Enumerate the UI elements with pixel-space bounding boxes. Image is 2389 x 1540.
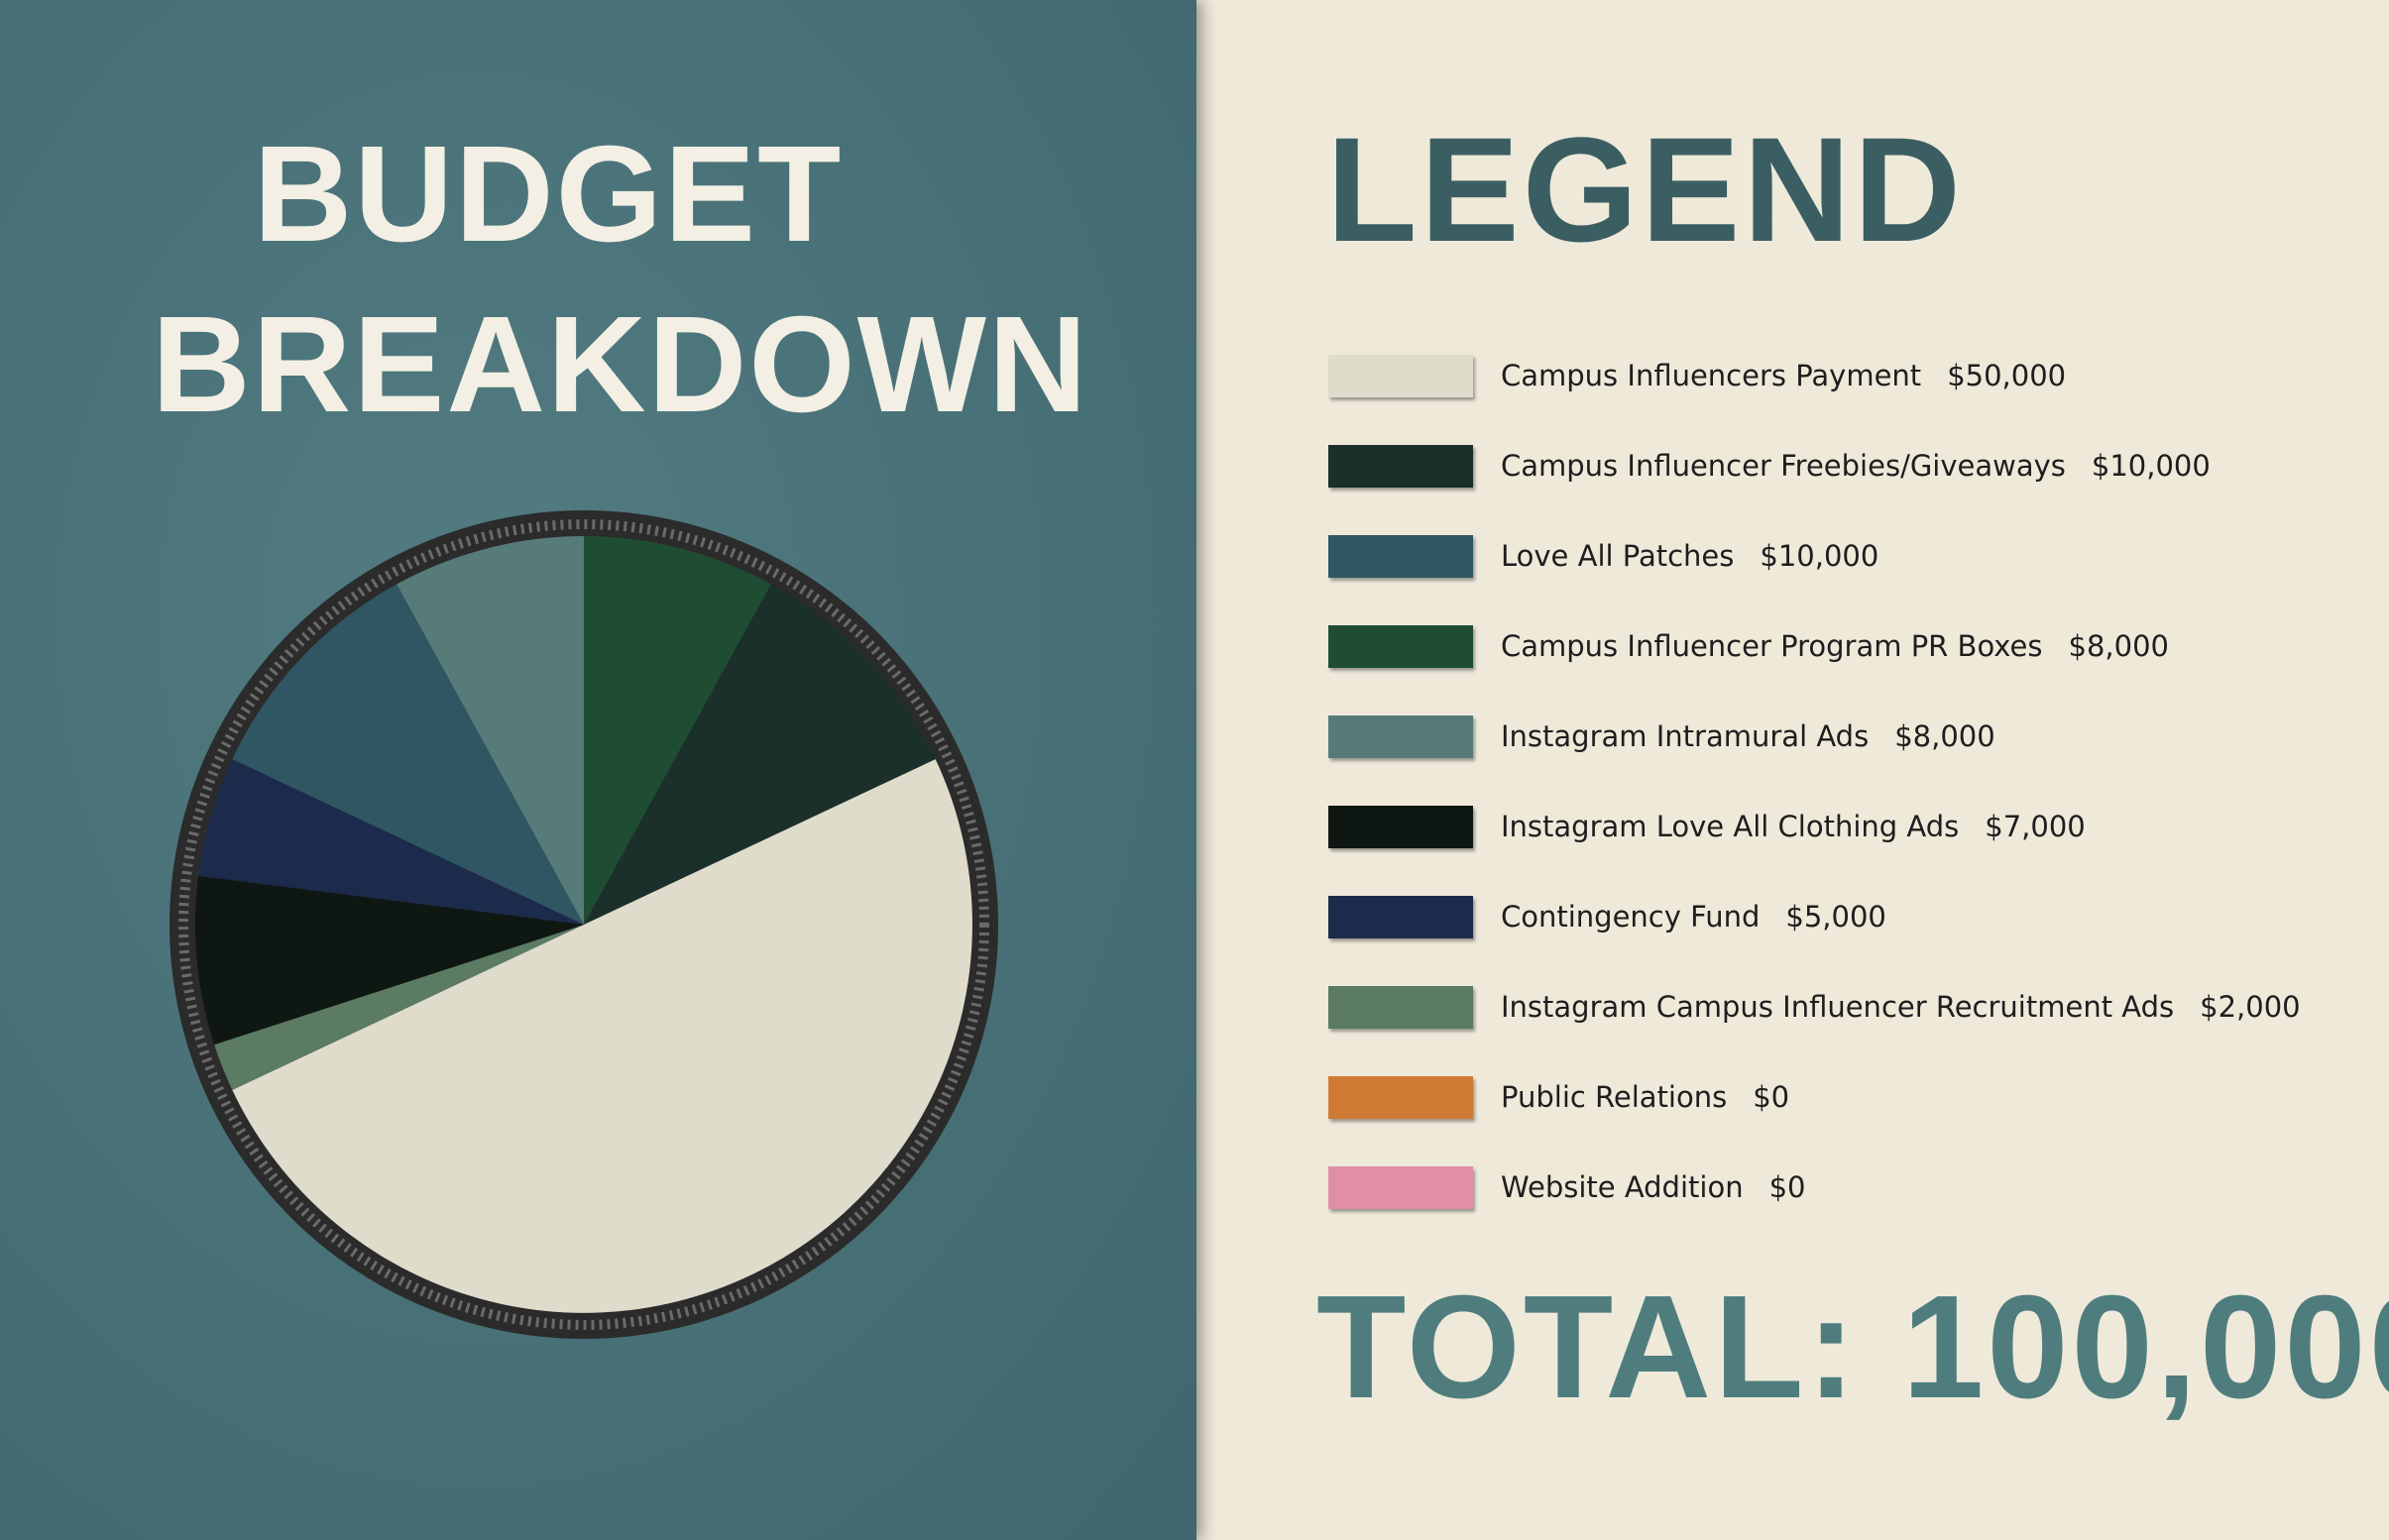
legend-label: Instagram Campus Influencer Recruitment … bbox=[1501, 990, 2175, 1024]
legend-swatch bbox=[1328, 895, 1473, 938]
legend-value: $10,000 bbox=[1760, 539, 1879, 573]
legend-label: Instagram Intramural Ads bbox=[1501, 719, 1870, 753]
legend-row: Love All Patches $10,000 bbox=[1328, 534, 1878, 578]
pie-chart bbox=[170, 510, 998, 1339]
legend-value: $50,000 bbox=[1947, 359, 2067, 392]
pie-slice bbox=[584, 536, 771, 925]
legend-row: Website Addition $0 bbox=[1328, 1165, 1805, 1209]
legend-value: $0 bbox=[1768, 1170, 1806, 1204]
legend-label: Instagram Love All Clothing Ads bbox=[1501, 810, 1960, 843]
chart-title: BUDGET BREAKDOWN bbox=[152, 118, 1089, 441]
legend-row: Instagram Love All Clothing Ads $7,000 bbox=[1328, 805, 2086, 848]
legend-value: $5,000 bbox=[1785, 900, 1886, 934]
legend-swatch bbox=[1328, 1165, 1473, 1209]
pie-slice bbox=[232, 759, 972, 1313]
legend-title: LEGEND bbox=[1326, 106, 1965, 273]
pie-slice bbox=[232, 584, 584, 925]
legend-label: Campus Influencers Payment bbox=[1501, 359, 1922, 392]
total: TOTAL: 100,000 bbox=[1316, 1265, 2389, 1429]
legend-label: Contingency Fund bbox=[1501, 900, 1761, 934]
legend-value: $8,000 bbox=[2068, 629, 2169, 663]
legend-swatch bbox=[1328, 534, 1473, 578]
legend-row: Instagram Intramural Ads $8,000 bbox=[1328, 715, 1995, 758]
legend-label: Campus Influencer Program PR Boxes bbox=[1501, 629, 2043, 663]
pie-slice bbox=[195, 875, 585, 1045]
legend-swatch bbox=[1328, 444, 1473, 488]
pie-slice bbox=[214, 925, 584, 1090]
legend-value: $7,000 bbox=[1985, 810, 2086, 843]
legend-value: $0 bbox=[1753, 1080, 1790, 1114]
pie-slice bbox=[198, 759, 584, 925]
pie-slice bbox=[397, 536, 584, 925]
legend-value: $10,000 bbox=[2091, 449, 2211, 483]
legend-swatch bbox=[1328, 1075, 1473, 1119]
slices bbox=[195, 536, 972, 1313]
legend-row: Contingency Fund $5,000 bbox=[1328, 895, 1886, 938]
legend-row: Campus Influencer Program PR Boxes $8,000 bbox=[1328, 624, 2169, 668]
pie-slice bbox=[584, 584, 936, 925]
legend-swatch bbox=[1328, 985, 1473, 1029]
legend-row: Instagram Campus Influencer Recruitment … bbox=[1328, 985, 2301, 1029]
legend-value: $2,000 bbox=[2200, 990, 2301, 1024]
legend-label: Love All Patches bbox=[1501, 539, 1735, 573]
right-panel bbox=[1196, 0, 2389, 1540]
legend-row: Campus Influencers Payment $50,000 bbox=[1328, 354, 2066, 397]
legend-swatch bbox=[1328, 354, 1473, 397]
patch-stitch bbox=[178, 519, 989, 1330]
legend-label: Website Addition bbox=[1501, 1170, 1744, 1204]
legend-label: Public Relations bbox=[1501, 1080, 1728, 1114]
legend-label: Campus Influencer Freebies/Giveaways bbox=[1501, 449, 2066, 483]
legend-swatch bbox=[1328, 715, 1473, 758]
legend-row: Public Relations $0 bbox=[1328, 1075, 1789, 1119]
legend-swatch bbox=[1328, 624, 1473, 668]
legend-swatch bbox=[1328, 805, 1473, 848]
legend-value: $8,000 bbox=[1894, 719, 1995, 753]
legend-row: Campus Influencer Freebies/Giveaways $10,… bbox=[1328, 444, 2211, 488]
